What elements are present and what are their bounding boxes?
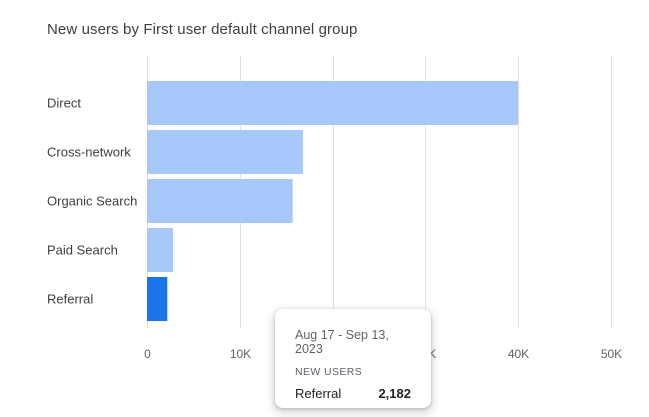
category-label: Direct xyxy=(47,96,81,111)
tooltip-label: Referral xyxy=(295,386,342,401)
tooltip-metric-name: NEW USERS xyxy=(295,366,363,378)
bar-direct[interactable] xyxy=(147,81,519,125)
x-tick-label: 0 xyxy=(144,347,151,361)
x-tick-label: 40K xyxy=(508,347,529,361)
category-label: Cross-network xyxy=(47,145,131,160)
category-label: Referral xyxy=(47,292,93,307)
chart-title: New users by First user default channel … xyxy=(47,21,358,38)
tooltip-date-range: Aug 17 - Sep 13, 2023 xyxy=(295,328,389,356)
bars xyxy=(147,81,519,321)
bar-referral[interactable] xyxy=(147,277,168,321)
chart-tooltip: Aug 17 - Sep 13, 2023 NEW USERS Referral… xyxy=(275,309,431,408)
tooltip-row: Referral 2,182 xyxy=(295,386,411,401)
category-label: Paid Search xyxy=(47,243,118,258)
tooltip-value: 2,182 xyxy=(378,386,411,401)
x-tick-label: 50K xyxy=(601,347,622,361)
category-label: Organic Search xyxy=(47,194,137,209)
bar-organic-search[interactable] xyxy=(147,179,293,223)
x-tick-label: 10K xyxy=(230,347,251,361)
category-labels: Direct Cross-network Organic Search Paid Se… xyxy=(47,96,137,307)
bar-cross-network[interactable] xyxy=(147,130,303,174)
bar-paid-search[interactable] xyxy=(147,228,173,272)
